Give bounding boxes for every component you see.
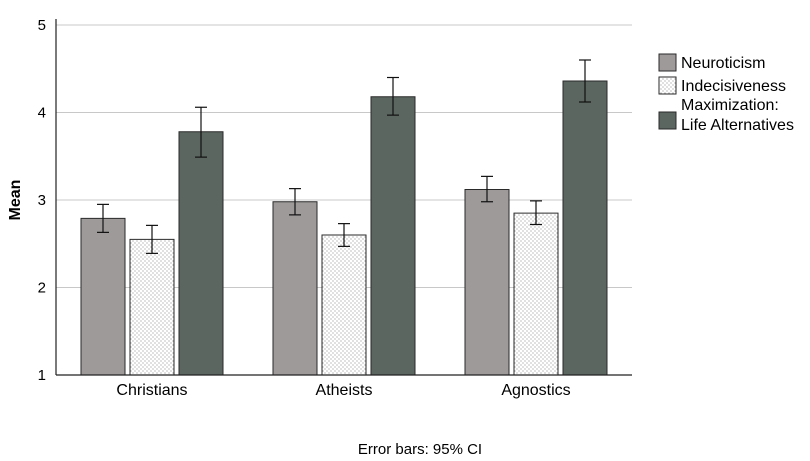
- x-tick-label: Atheists: [316, 382, 373, 399]
- bar-neuroticism-atheists: [272, 201, 318, 376]
- bar-maximization-life-alternatives-agnostics: [562, 80, 608, 376]
- legend-label: Life Alternatives: [681, 117, 794, 134]
- legend-label: Maximization:: [681, 97, 779, 114]
- bar-indecisiveness-agnostics: [513, 212, 559, 376]
- legend: Neuroticism Indecisiveness Maximization: Li…: [658, 53, 794, 134]
- bar-neuroticism-christians: [80, 217, 126, 376]
- bar-indecisiveness-christians: [129, 238, 175, 376]
- x-tick-label: Christians: [116, 382, 187, 399]
- y-tick-label: 1: [38, 367, 46, 384]
- legend-swatch: [658, 76, 677, 95]
- y-axis-label: Mean: [7, 180, 24, 221]
- y-tick-label: 4: [38, 105, 46, 122]
- axes: 1 2 3 4 5 Christians Atheists Agnostics: [38, 17, 632, 399]
- bar-indecisiveness-atheists: [321, 234, 367, 376]
- bars: [80, 80, 608, 376]
- bar-neuroticism-agnostics: [464, 189, 510, 376]
- legend-label: Indecisiveness: [681, 78, 786, 95]
- x-tick-label: Agnostics: [501, 382, 570, 399]
- y-tick-label: 5: [38, 17, 46, 34]
- legend-label: Neuroticism: [681, 55, 765, 72]
- legend-swatch: [658, 53, 677, 72]
- legend-swatch: [658, 111, 677, 130]
- bar-maximization-life-alternatives-christians: [178, 131, 224, 376]
- bar-maximization-life-alternatives-atheists: [370, 96, 416, 376]
- y-tick-label: 2: [38, 280, 46, 297]
- error-bars: [97, 59, 591, 254]
- error-bars-footnote: Error bars: 95% CI: [358, 441, 482, 458]
- y-tick-label: 3: [38, 192, 46, 209]
